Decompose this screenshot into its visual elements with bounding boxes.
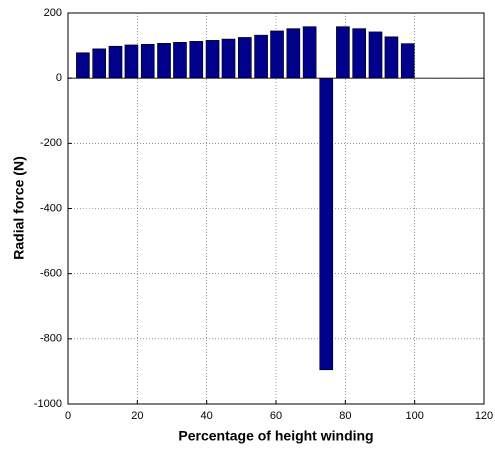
bar [140,43,155,79]
y-axis-title: Radial force (N) [11,156,27,259]
bar [319,77,334,371]
y-tick-label: 200 [44,7,62,19]
bar [400,43,415,79]
x-tick-label: 80 [339,410,351,422]
bar [237,37,252,79]
bar [352,28,367,79]
y-tick-label: -400 [40,202,62,214]
bar [92,48,107,79]
y-tick-label: -1000 [34,398,62,410]
bar [368,31,383,79]
plot-frame [67,12,485,405]
x-tick-label: 20 [131,410,143,422]
y-tick-label: -200 [40,137,62,149]
bar [254,34,268,79]
bar [270,30,284,79]
bar [384,36,399,79]
x-tick-label: 120 [475,410,493,422]
bar [336,26,350,79]
bar [189,41,204,79]
bar [76,52,90,79]
bar [302,26,317,79]
bar [221,38,236,79]
x-tick-label: 0 [65,410,71,422]
bar [286,28,301,79]
y-tick-label: -600 [40,268,62,280]
bar [124,44,139,79]
bar [205,40,220,79]
y-tick-label: 0 [56,72,62,84]
bar [157,43,171,79]
bar [108,45,123,79]
x-tick-label: 100 [405,410,423,422]
x-tick-label: 40 [201,410,213,422]
y-tick-label: -800 [40,333,62,345]
x-tick-label: 60 [270,410,282,422]
bar [173,42,187,79]
x-axis-title: Percentage of height winding [178,428,373,444]
